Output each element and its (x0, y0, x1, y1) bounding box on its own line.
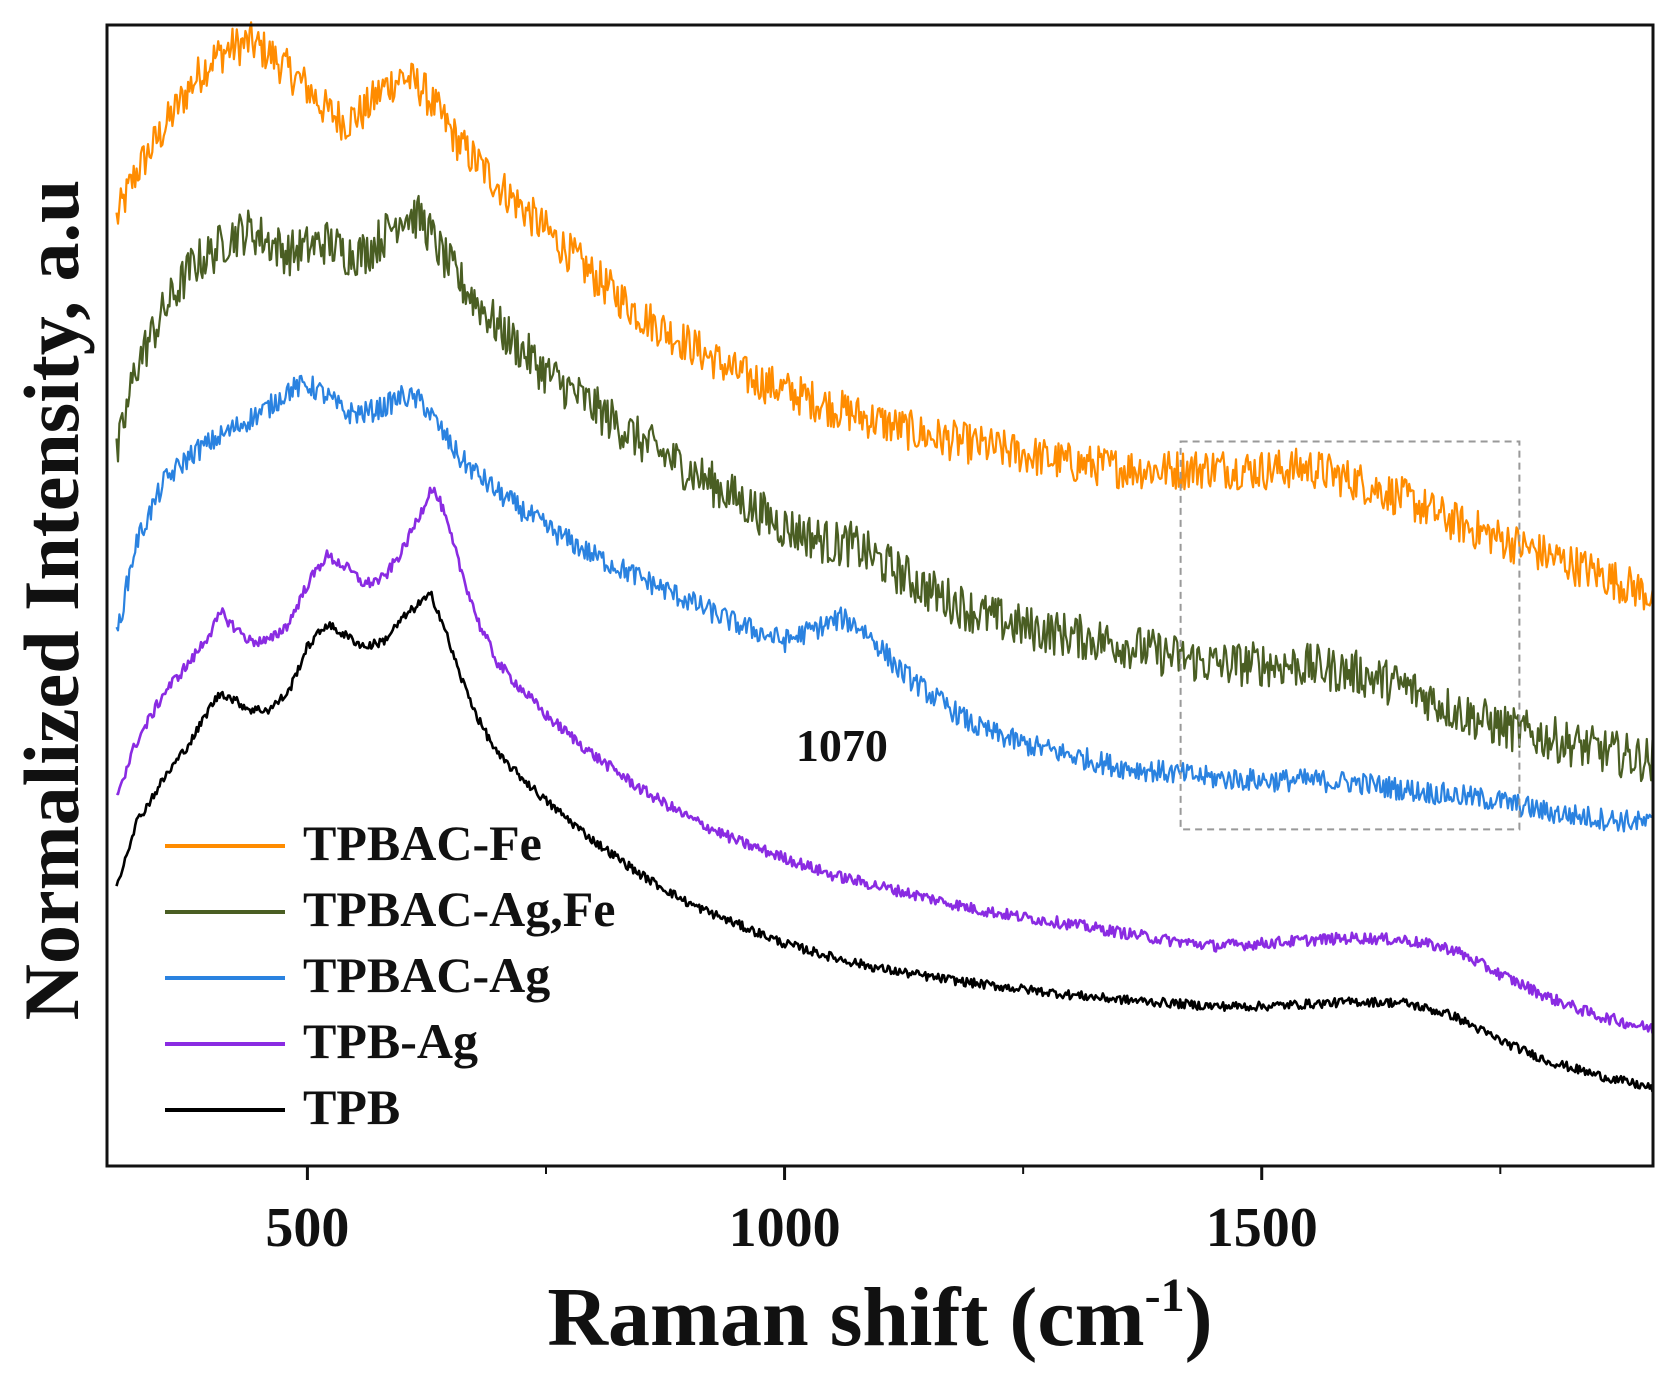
legend-label-tpbac-fe: TPBAC-Fe (303, 815, 542, 871)
series-layer (115, 21, 1654, 1093)
x-tick-label-1500: 1500 (1206, 1197, 1318, 1259)
legend-label-tpb: TPB (303, 1079, 400, 1135)
series-tpbac-ag (115, 374, 1654, 833)
highlight-box (1179, 440, 1521, 831)
series-tpbac-fe (115, 21, 1654, 611)
legend-label-tpbac-ag-fe: TPBAC-Ag,Fe (303, 881, 615, 937)
x-axis-title-end: ) (1185, 1271, 1213, 1364)
annotation-1070: 1070 (796, 720, 888, 771)
x-axis-ticks: 500 1000 1500 (265, 1166, 1502, 1259)
x-tick-label-500: 500 (265, 1197, 349, 1259)
x-axis-title-main: Raman shift (cm (547, 1271, 1144, 1364)
series-tpb (115, 590, 1654, 1093)
x-axis-title-superscript: -1 (1145, 1269, 1185, 1322)
series-tpbac-ag-fe (115, 194, 1654, 783)
y-axis-title: Normalized Intensity, a.u (8, 180, 95, 1021)
plot-frame (105, 23, 1655, 1168)
legend-label-tpb-ag: TPB-Ag (303, 1013, 478, 1069)
x-tick-label-1000: 1000 (729, 1197, 841, 1259)
x-axis-title: Raman shift (cm-1) (547, 1269, 1212, 1364)
legend: TPBAC-Fe TPBAC-Ag,Fe TPBAC-Ag TPB-Ag TPB (165, 815, 615, 1135)
legend-label-tpbac-ag: TPBAC-Ag (303, 947, 550, 1003)
series-tpb-ag (116, 486, 1654, 1034)
